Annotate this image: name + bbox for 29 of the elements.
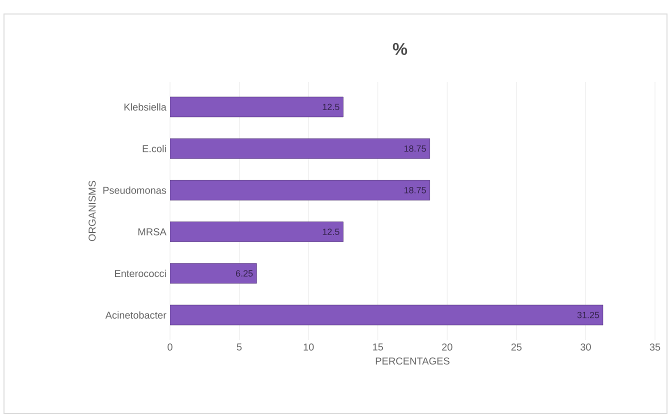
y-tick-label: Klebsiella <box>124 103 166 111</box>
bar <box>170 180 430 200</box>
bar <box>170 304 604 326</box>
bar <box>170 222 344 242</box>
x-tick-label: 5 <box>236 344 242 350</box>
data-label: 18.75 <box>404 186 426 194</box>
data-label: 6.25 <box>236 270 253 277</box>
y-tick-label: E.coli <box>142 144 166 152</box>
x-tick-label: 15 <box>373 344 384 350</box>
x-tick-label: 20 <box>442 344 452 351</box>
y-axis-title: ORGANISMS <box>88 180 96 242</box>
y-tick-label: Acinetobacter <box>105 311 166 319</box>
data-label: 12.5 <box>322 228 340 235</box>
y-tick-label: Pseudomonas <box>103 186 166 194</box>
y-tick-label: Enterococci <box>115 270 166 278</box>
bar <box>170 96 344 118</box>
y-tick-label: MRSA <box>138 228 166 236</box>
chart-title: % <box>392 43 408 55</box>
data-label: 18.75 <box>404 145 426 152</box>
bar <box>170 138 430 159</box>
x-tick-label: 30 <box>580 344 591 351</box>
x-tick-label: 25 <box>511 344 522 351</box>
data-label: 31.25 <box>577 312 600 318</box>
bar <box>170 263 257 284</box>
x-tick-label: 35 <box>650 344 660 351</box>
data-label: 12.5 <box>322 104 340 110</box>
x-tick-label: 0 <box>168 344 172 351</box>
x-axis-title: PERCENTAGES <box>376 357 450 365</box>
x-tick-label: 10 <box>304 344 314 351</box>
